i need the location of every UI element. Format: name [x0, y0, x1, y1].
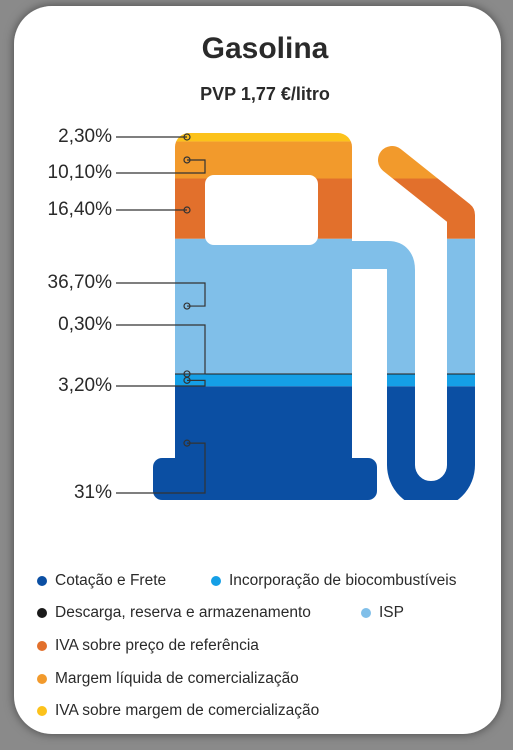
- title: Gasolina: [202, 32, 329, 65]
- chart: Gasolina PVP 1,77 €/litro 31% Cotação e F…: [0, 0, 513, 745]
- legend-swatch: [361, 608, 371, 618]
- legend-swatch: [211, 576, 221, 586]
- subtitle: PVP 1,77 €/litro: [200, 84, 330, 104]
- legend-swatch: [37, 608, 47, 618]
- legend-swatch: [37, 674, 47, 684]
- legend-label: IVA sobre margem de comercialização: [55, 702, 319, 719]
- legend-swatch: [37, 576, 47, 586]
- value-label: 16,40%: [48, 199, 113, 220]
- value-label: 3,20%: [58, 375, 112, 396]
- legend-label: ISP: [379, 604, 404, 621]
- legend-label: IVA sobre preço de referência: [55, 637, 259, 654]
- band: [140, 133, 490, 141]
- value-label: 2,30%: [58, 126, 112, 147]
- value-label: 36,70%: [48, 272, 113, 293]
- legend-label: Descarga, reserva e armazenamento: [55, 604, 311, 621]
- value-label: 31%: [74, 482, 112, 503]
- pump-window: [205, 175, 318, 245]
- page: Gasolina PVP 1,77 €/litro 31% Cotação e F…: [0, 0, 513, 745]
- value-label: 10,10%: [48, 162, 113, 183]
- legend-swatch: [37, 641, 47, 651]
- value-label: 0,30%: [58, 314, 112, 335]
- legend-label: Incorporação de biocombustíveis: [229, 572, 457, 589]
- legend-label: Cotação e Frete: [55, 572, 166, 589]
- legend-label: Margem líquida de comercialização: [55, 670, 299, 687]
- legend-swatch: [37, 706, 47, 716]
